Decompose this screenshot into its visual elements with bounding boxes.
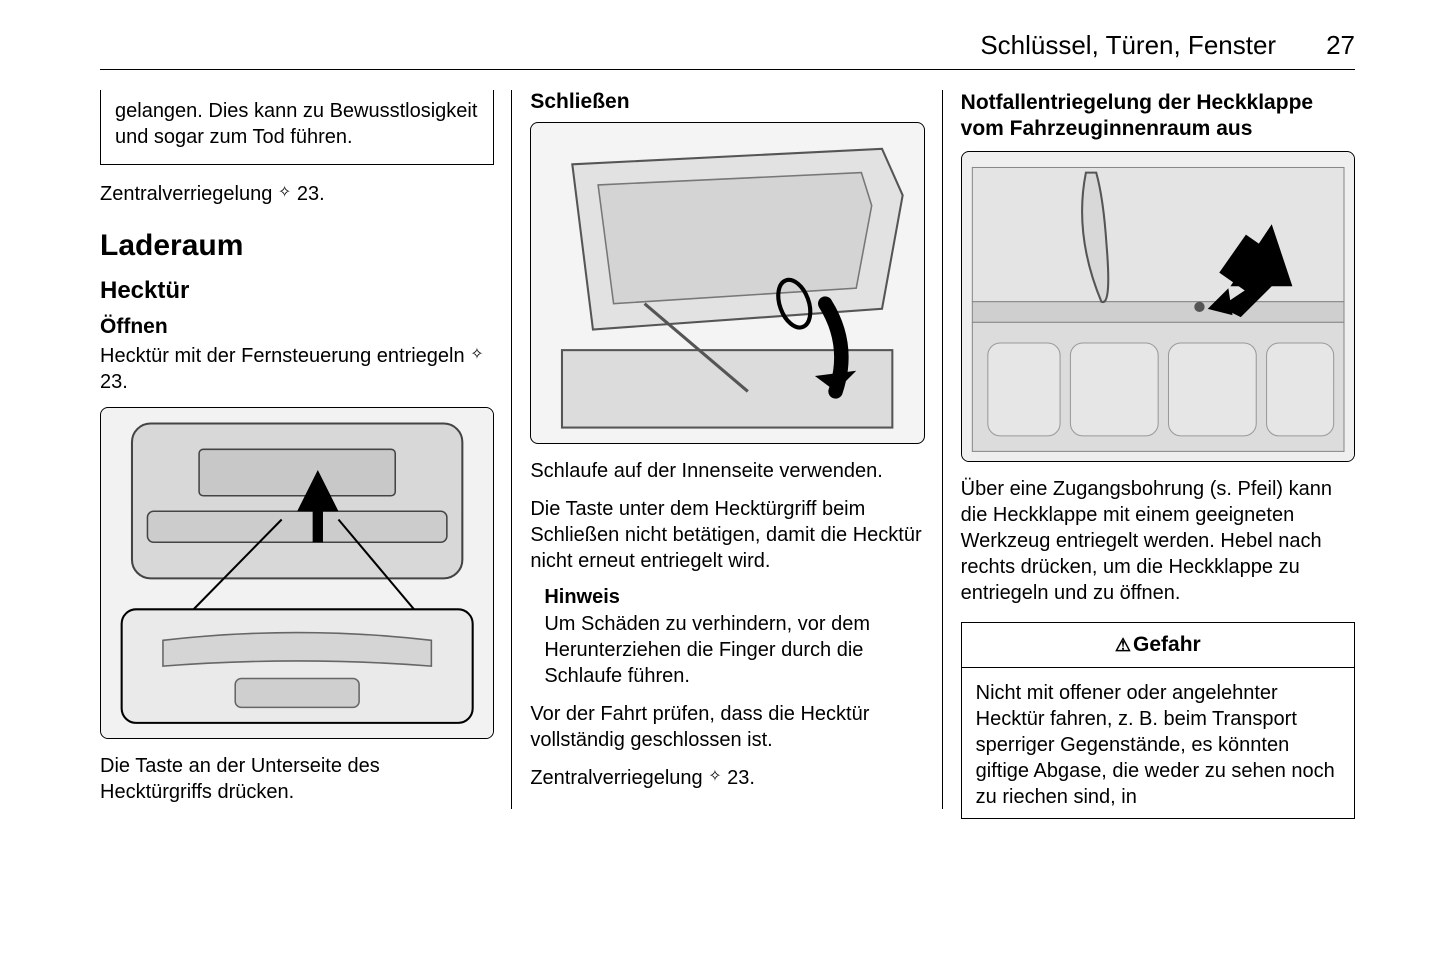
danger-box: ⚠Gefahr Nicht mit offener oder angelehnt… bbox=[961, 622, 1355, 819]
page-ref-icon: ✧ bbox=[278, 183, 291, 204]
column-3: Notfallentriegelung der Heckklappe vom F… bbox=[943, 90, 1355, 819]
open-ref-page: 23. bbox=[100, 371, 128, 393]
heading-schliessen: Schließen bbox=[530, 90, 924, 114]
close-p2: Die Taste unter dem Hecktürgriff beim Sc… bbox=[530, 496, 924, 574]
heading-emergency-release: Notfallentriegelung der Heckklappe vom F… bbox=[961, 90, 1355, 143]
page-header: Schlüssel, Türen, Fenster 27 bbox=[100, 30, 1355, 70]
danger-title-text: Gefahr bbox=[1133, 633, 1201, 656]
column-layout: gelangen. Dies kann zu Bewusst­losigkeit… bbox=[100, 90, 1355, 819]
emergency-p1: Über eine Zugangsbohrung (s. Pfeil) kann… bbox=[961, 476, 1355, 606]
subsection-hecktuer: Hecktür bbox=[100, 277, 494, 305]
danger-title-row: ⚠Gefahr bbox=[962, 623, 1354, 668]
page-ref-icon: ✧ bbox=[708, 767, 721, 788]
close-p4-label: Zentralverriegelung bbox=[530, 767, 708, 789]
note-block: Hinweis Um Schäden zu verhindern, vor de… bbox=[530, 586, 924, 689]
danger-body-text: Nicht mit offener oder angelehnter Heckt… bbox=[962, 668, 1354, 818]
close-p4: Zentralverriegelung ✧ 23. bbox=[530, 765, 924, 791]
page-number: 27 bbox=[1326, 30, 1355, 61]
close-p1: Schlaufe auf der Innenseite verwen­den. bbox=[530, 458, 924, 484]
open-instruction: Hecktür mit der Fernsteuerung entrie­gel… bbox=[100, 343, 494, 395]
central-locking-page: 23. bbox=[291, 183, 324, 205]
close-p4-page: 23. bbox=[722, 767, 755, 789]
manual-page: Schlüssel, Türen, Fenster 27 gelangen. D… bbox=[0, 0, 1445, 849]
central-locking-ref: Zentralverriegelung ✧ 23. bbox=[100, 181, 494, 207]
open-text: Hecktür mit der Fernsteuerung entrie­gel… bbox=[100, 345, 470, 367]
page-ref-icon: ✧ bbox=[470, 345, 483, 366]
chapter-title: Schlüssel, Türen, Fenster bbox=[980, 30, 1276, 61]
close-p3: Vor der Fahrt prüfen, dass die Heck­tür … bbox=[530, 701, 924, 753]
column-2: Schließen Schlaufe auf der Innenseite ve… bbox=[512, 90, 942, 819]
column-1: gelangen. Dies kann zu Bewusst­losigkeit… bbox=[100, 90, 512, 819]
note-text: Um Schäden zu verhindern, vor dem Herunt… bbox=[544, 611, 924, 689]
figure1-caption: Die Taste an der Unterseite des Hecktürg… bbox=[100, 753, 494, 805]
section-laderaum: Laderaum bbox=[100, 229, 494, 263]
figure-emergency-release bbox=[961, 151, 1355, 463]
figure-tailgate-button bbox=[100, 407, 494, 739]
heading-oeffnen: Öffnen bbox=[100, 315, 494, 339]
warning-fragment-text: gelangen. Dies kann zu Bewusst­losigkeit… bbox=[115, 100, 477, 148]
warning-fragment-box: gelangen. Dies kann zu Bewusst­losigkeit… bbox=[100, 90, 494, 165]
figure-tailgate-close bbox=[530, 122, 924, 444]
warning-triangle-icon: ⚠ bbox=[1115, 635, 1131, 655]
note-title: Hinweis bbox=[544, 586, 924, 609]
central-locking-label: Zentralverriegelung bbox=[100, 183, 278, 205]
